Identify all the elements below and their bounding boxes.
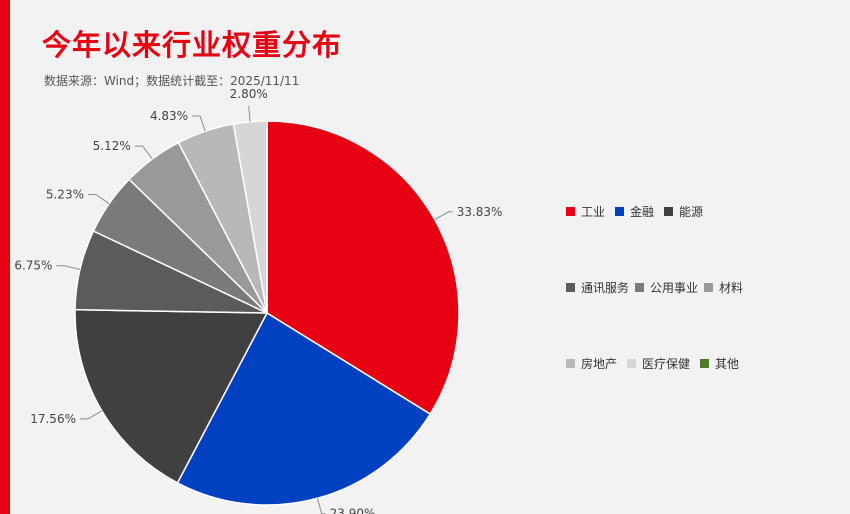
leader-line-communication-services	[56, 265, 81, 270]
legend-label: 公用事业	[650, 280, 699, 295]
legend-item-health-care: 医疗保健	[627, 355, 690, 372]
data-label-financials: 23.90%	[330, 507, 376, 514]
legend-swatch	[566, 358, 575, 368]
data-source-note: 数据来源：Wind；数据统计截至：2025/11/11	[44, 74, 300, 88]
legend-item-financials: 金融	[615, 203, 654, 220]
legend-item-communication-services: 通讯服务	[566, 279, 629, 296]
legend-item-energy: 能源	[664, 203, 703, 220]
legend-label: 医疗保健	[642, 356, 691, 371]
data-label-health-care: 2.80%	[230, 87, 268, 101]
legend-row: 通讯服务 公用事业 材料	[566, 278, 766, 296]
legend-swatch	[566, 282, 575, 292]
legend-swatch	[566, 206, 575, 216]
data-label-materials: 5.12%	[93, 139, 131, 153]
leader-line-utilities	[87, 194, 110, 205]
legend-row: 房地产 医疗保健 其他	[566, 354, 766, 372]
leader-line-industrials	[434, 211, 453, 221]
legend-label: 能源	[679, 204, 704, 219]
accent-bar	[0, 0, 10, 514]
pie-slice-energy	[74, 308, 269, 484]
legend-item-industrials: 工业	[566, 203, 605, 220]
legend-label: 工业	[581, 204, 606, 219]
legend-label: 通讯服务	[581, 280, 630, 295]
data-label-real-estate: 4.83%	[150, 109, 188, 123]
legend-swatch	[664, 206, 674, 216]
legend-swatch	[615, 206, 625, 216]
chart-legend: 工业 金融 能源 通讯服务 公用事业 材料 房地产 医疗保健 其他	[566, 202, 766, 430]
pie-slice-financials	[176, 311, 432, 506]
data-label-communication-services: 6.75%	[14, 259, 52, 273]
leader-line-real-estate	[192, 115, 206, 132]
legend-item-real-estate: 房地产	[566, 355, 617, 372]
legend-swatch	[700, 358, 710, 368]
legend-item-other: 其他	[700, 355, 739, 372]
leader-line-energy	[79, 410, 103, 420]
data-label-utilities: 5.23%	[46, 188, 84, 202]
leader-line-financials	[316, 498, 326, 514]
legend-swatch	[627, 358, 637, 368]
legend-item-utilities: 公用事业	[635, 279, 698, 296]
leader-line-materials	[134, 145, 153, 160]
legend-label: 金融	[630, 204, 655, 219]
leader-line-health-care	[248, 105, 251, 122]
data-label-energy: 17.56%	[30, 412, 76, 426]
data-label-industrials: 33.83%	[457, 205, 503, 219]
legend-swatch	[704, 282, 714, 292]
legend-label: 材料	[719, 280, 744, 295]
legend-row: 工业 金融 能源	[566, 202, 766, 220]
legend-label: 房地产	[581, 356, 618, 371]
legend-item-materials: 材料	[704, 279, 743, 296]
page-title: 今年以来行业权重分布	[42, 28, 343, 62]
legend-label: 其他	[715, 356, 740, 371]
legend-swatch	[635, 282, 645, 292]
